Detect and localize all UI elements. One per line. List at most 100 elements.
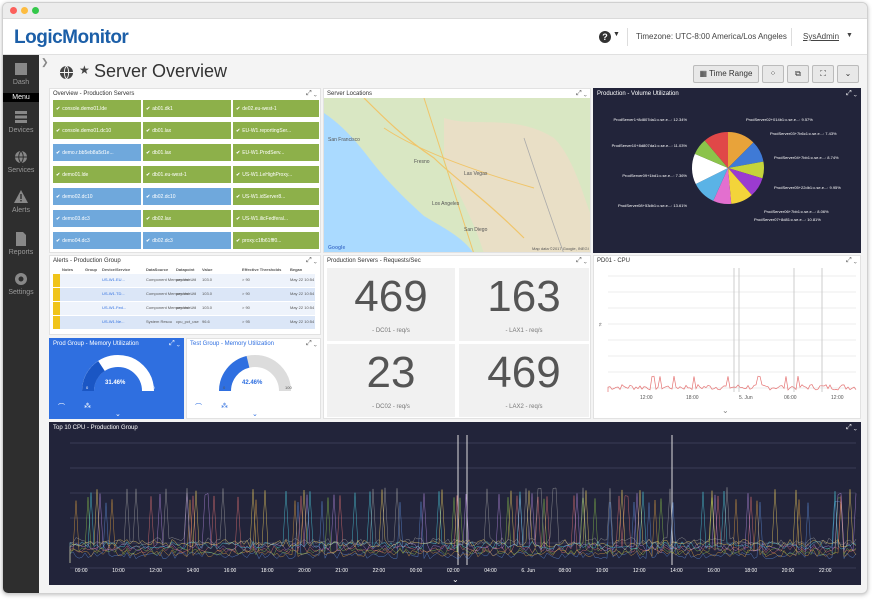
overview-cell[interactable]: ✔ db02.dc3	[143, 231, 231, 249]
overview-cell[interactable]: ✔ db01.eu-west-1	[143, 165, 231, 183]
pie-slice[interactable]	[728, 168, 752, 204]
overview-cell[interactable]: ✔ demo04.dc3	[53, 231, 141, 249]
column-header[interactable]: Began	[290, 267, 303, 272]
window-titlebar	[3, 3, 867, 19]
column-header[interactable]: Notes	[62, 267, 74, 272]
sidebar-item-dash[interactable]: Dash	[3, 57, 39, 95]
widget-controls[interactable]: ⤢ ⌄	[846, 424, 857, 431]
clone-button[interactable]: ⧉	[787, 65, 809, 83]
request-tile[interactable]: 163 - LAX1 - req/s	[459, 268, 589, 341]
column-header[interactable]: Value	[202, 267, 213, 272]
column-header[interactable]: Device/Service	[102, 267, 131, 272]
chevron-down-icon[interactable]: ▼	[613, 31, 620, 38]
table-row[interactable]	[53, 302, 315, 315]
overview-cell[interactable]: ✔ demo01.lde	[53, 165, 141, 183]
pd01-cpu-chart[interactable]	[594, 266, 862, 412]
pie-chart[interactable]	[691, 131, 765, 205]
table-cell[interactable]: US-W1.TD...	[102, 291, 125, 296]
table-cell: May 22 10:54	[290, 319, 315, 324]
table-row[interactable]	[53, 288, 315, 301]
chevron-down-icon[interactable]: ⌄	[452, 575, 459, 584]
check-icon: ✔	[56, 194, 61, 200]
request-tile[interactable]: 23 - DC02 - req/s	[327, 344, 455, 417]
overview-cell[interactable]: ✔ console.demo01.lde	[53, 99, 141, 117]
pie-slice[interactable]	[692, 153, 728, 185]
chevron-down-icon[interactable]: ▼	[846, 32, 853, 39]
sidebar-item-settings[interactable]: Settings	[3, 267, 39, 305]
overview-cell[interactable]: ✔ EU-W1.reportingSer...	[233, 121, 319, 139]
chevron-down-icon[interactable]: ⌄	[252, 411, 258, 418]
sidebar-item-reports[interactable]: Reports	[3, 227, 39, 265]
overview-cell[interactable]: ✔ db02.lax	[143, 209, 231, 227]
pie-slice[interactable]	[695, 168, 728, 201]
sidebar-item-label: Alerts	[12, 207, 30, 214]
collapse-arrow-icon[interactable]: ❯	[41, 57, 49, 67]
table-cell[interactable]: US-W1.Ne...	[102, 319, 125, 324]
column-header[interactable]: Effective Thresholds	[242, 267, 282, 272]
pie-slice[interactable]	[704, 132, 728, 168]
column-header[interactable]: Group	[85, 267, 97, 272]
minimize-window-button[interactable]	[21, 7, 28, 14]
overview-cell[interactable]: ✔ demo.r.bb5eb8a5d1e...	[53, 143, 141, 161]
maximize-window-button[interactable]	[32, 7, 39, 14]
close-window-button[interactable]	[10, 7, 17, 14]
overview-cell[interactable]: ✔ demo02.dc10	[53, 187, 141, 205]
widget-title: Alerts - Production Group	[53, 258, 121, 264]
overview-cell[interactable]: ✔ db01.lax	[143, 143, 231, 161]
dashboard-settings-button[interactable]: ⁘	[762, 65, 784, 83]
logicmonitor-logo[interactable]: LogicMonitor	[14, 27, 129, 48]
widget-controls[interactable]: ⤢ ⌄	[576, 90, 587, 97]
request-label: - LAX2 - req/s	[505, 404, 543, 410]
time-range-button[interactable]: ▦ Time Range	[693, 65, 759, 83]
table-row[interactable]	[53, 274, 315, 287]
table-cell: Component Memory Use	[146, 305, 191, 310]
favorite-star-icon[interactable]: ★	[79, 63, 90, 77]
widget-controls[interactable]: ⤢ ⌄	[846, 257, 857, 264]
overview-cell[interactable]: ✔ US-W1.ilicFedferal...	[233, 209, 319, 227]
user-menu[interactable]: SysAdmin	[803, 32, 840, 41]
volume-utilization-widget: Production - Volume Utilization ⤢ ⌄ Prod…	[593, 88, 861, 253]
request-tile[interactable]: 469 - LAX2 - req/s	[459, 344, 589, 417]
widget-controls[interactable]: ⤢ ⌄	[169, 340, 180, 347]
column-header[interactable]: Datapoint	[176, 267, 195, 272]
x-tick: 22:00	[372, 568, 386, 574]
pie-slice[interactable]	[728, 161, 764, 179]
overview-cell[interactable]: ✔ proxy.c1fb61fff0...	[233, 231, 319, 249]
table-row[interactable]	[53, 316, 315, 329]
table-cell[interactable]: US-W1.EU...	[102, 277, 125, 282]
request-tile[interactable]: 469 - DC01 - req/s	[327, 268, 455, 341]
chevron-down-icon[interactable]: ⌄	[722, 406, 729, 415]
widget-controls[interactable]: ⤢ ⌄	[576, 257, 587, 264]
pie-slice[interactable]	[694, 140, 728, 168]
pie-slice[interactable]	[728, 142, 764, 168]
top10-cpu-chart[interactable]	[50, 433, 862, 573]
chevron-down-icon[interactable]: ⌄	[115, 411, 121, 418]
sidebar-item-alerts[interactable]: Alerts	[3, 185, 39, 223]
overview-cell[interactable]: ✔ de02.eu-west-1	[233, 99, 319, 117]
widget-controls[interactable]: ⤢ ⌄	[846, 90, 857, 97]
help-icon[interactable]: ?	[599, 31, 611, 43]
table-cell: System Resou	[146, 319, 173, 324]
widget-title: Overview - Production Servers	[53, 91, 135, 97]
overview-cell[interactable]: ✔ EU-W1.ProdServ...	[233, 143, 319, 161]
sidebar-item-devices[interactable]: Devices	[3, 105, 39, 143]
overview-cell[interactable]: ✔ db01.lax	[143, 121, 231, 139]
overview-cell[interactable]: ✔ ab01.dk1	[143, 99, 231, 117]
sidebar-item-services[interactable]: Services	[3, 145, 39, 183]
overview-cell[interactable]: ✔ US-W1.idServer8...	[233, 187, 319, 205]
widget-controls[interactable]: ⤢ ⌄	[306, 340, 317, 347]
overview-cell[interactable]: ✔ db02.dc10	[143, 187, 231, 205]
pie-slice[interactable]	[713, 168, 732, 204]
overview-cell[interactable]: ✔ console.demo01.dc10	[53, 121, 141, 139]
overview-cell[interactable]: ✔ demo03.dc3	[53, 209, 141, 227]
map-canvas[interactable]	[324, 98, 591, 253]
more-options-button[interactable]: ⌄	[837, 65, 859, 83]
pie-slice[interactable]	[728, 168, 763, 196]
pie-slice[interactable]	[728, 132, 754, 168]
widget-controls[interactable]: ⤢ ⌄	[306, 257, 317, 264]
widget-controls[interactable]: ⤢ ⌄	[306, 90, 317, 97]
overview-cell[interactable]: ✔ US-W1.LeHighProxy...	[233, 165, 319, 183]
table-cell[interactable]: US-W1.Fed...	[102, 305, 127, 310]
column-header[interactable]: DataSource	[146, 267, 169, 272]
fullscreen-button[interactable]: ⛶	[812, 65, 834, 83]
